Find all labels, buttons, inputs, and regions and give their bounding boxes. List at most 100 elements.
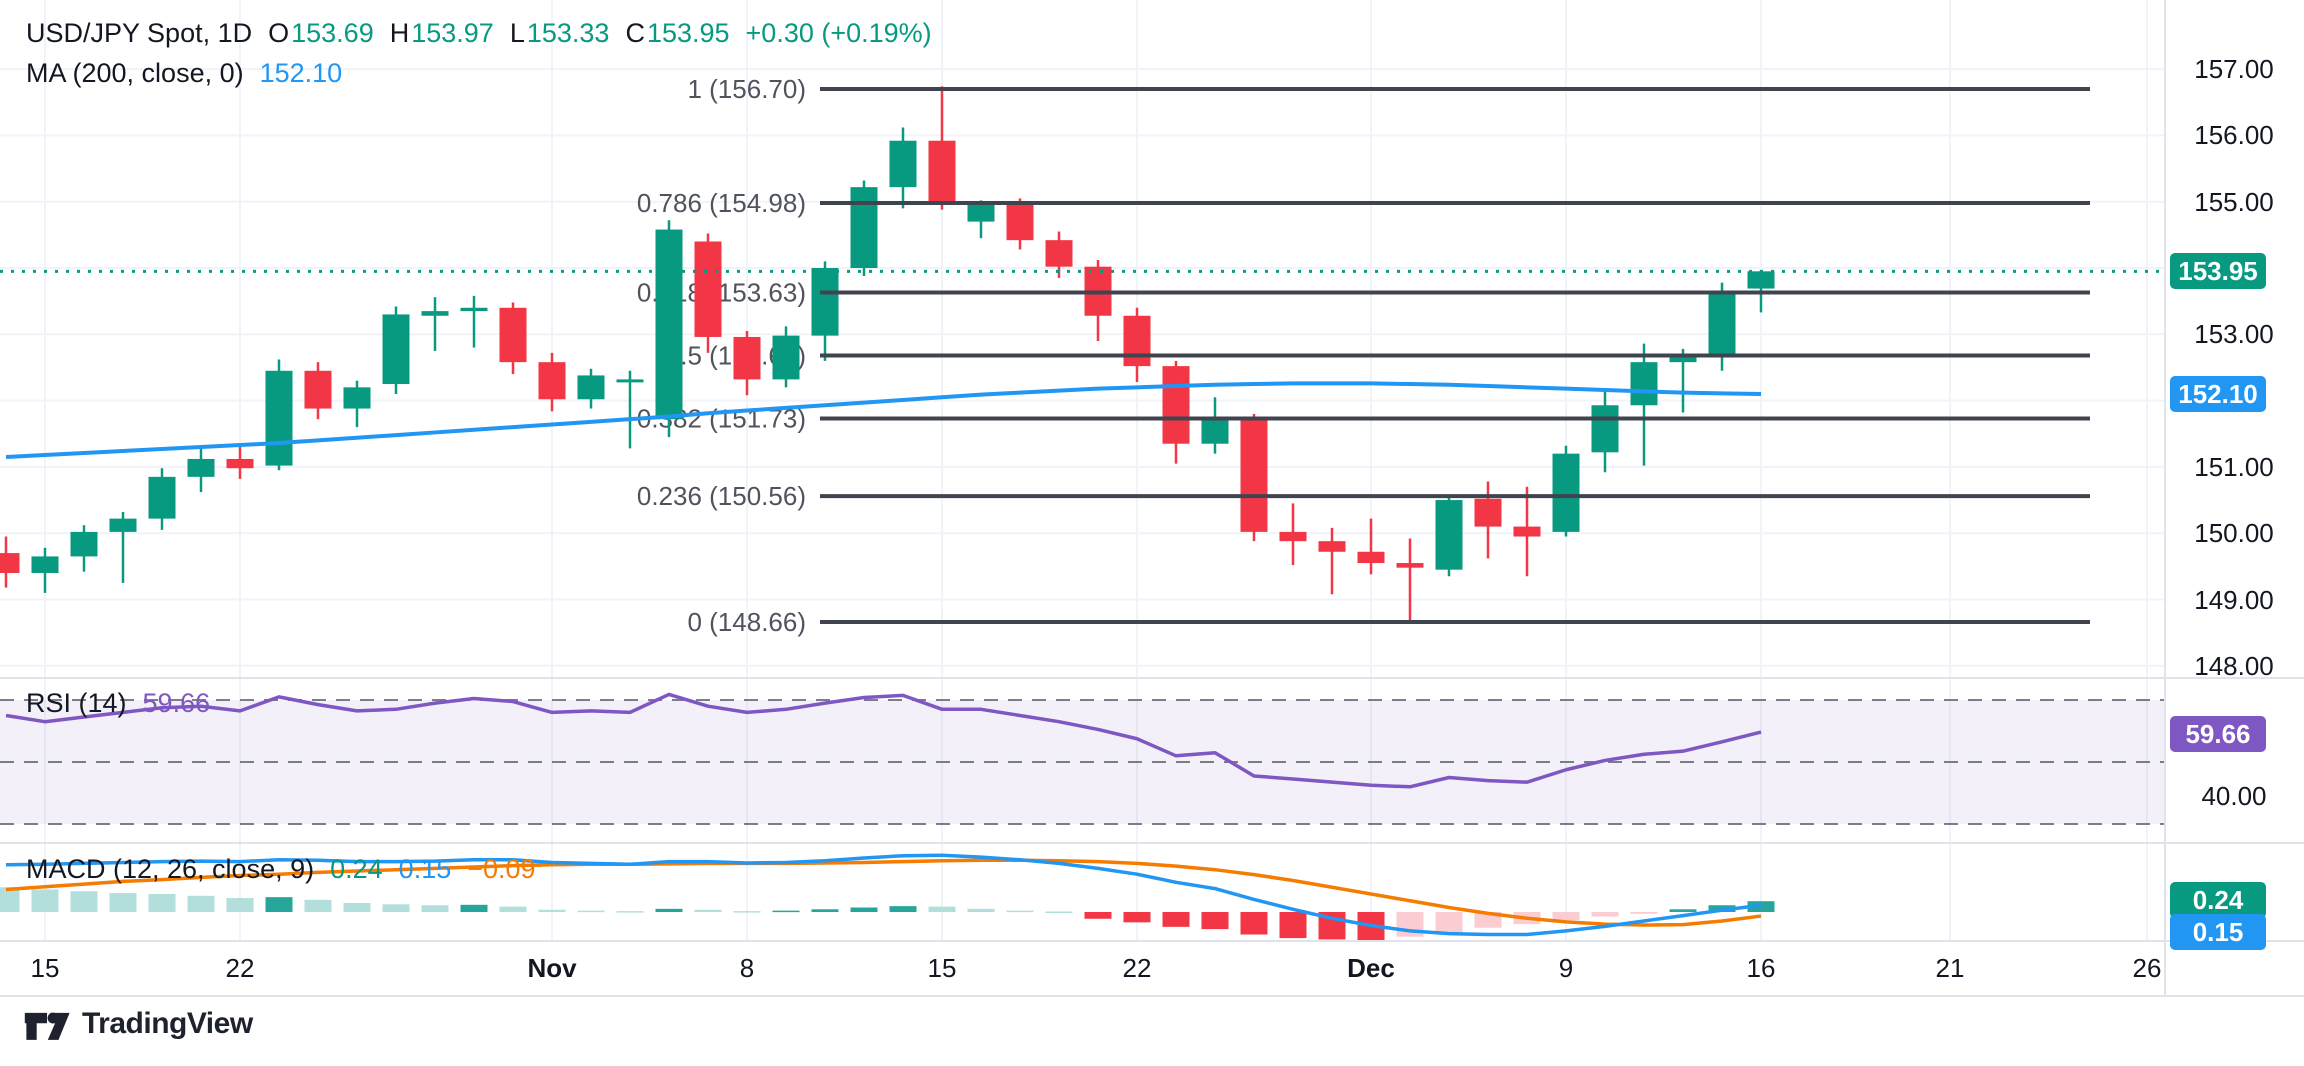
candle-body xyxy=(850,187,878,269)
macd-line-value: 0.15 xyxy=(398,854,452,884)
candle-body xyxy=(265,370,293,466)
candle-body xyxy=(655,229,683,420)
price-badge: 152.10 xyxy=(2170,376,2266,412)
macd-hist-bar xyxy=(772,910,800,913)
candle-body xyxy=(538,362,566,400)
candle-body xyxy=(889,140,917,188)
macd-hist-bar xyxy=(733,911,761,913)
macd-hist-bar xyxy=(967,908,995,912)
macd-histogram xyxy=(0,887,1775,941)
time-axis-label: Nov xyxy=(527,953,577,983)
candle-body xyxy=(421,311,449,316)
macd-hist-bar xyxy=(1591,912,1619,917)
fib-level-label: 0.786 (154.98) xyxy=(637,188,806,218)
fib-level-label: 0.236 (150.56) xyxy=(637,481,806,511)
candle-body xyxy=(70,531,98,557)
macd-indicator-title[interactable]: MACD (12, 26, close, 9) xyxy=(26,854,315,884)
price-axis-label: 151.00 xyxy=(2194,452,2274,482)
macd-hist-bar xyxy=(460,904,488,912)
ma-indicator-title[interactable]: MA (200, close, 0) xyxy=(26,58,244,88)
macd-hist-bar xyxy=(148,894,176,912)
candle-body xyxy=(460,307,488,312)
macd-hist-bar xyxy=(538,909,566,912)
macd-hist-bar xyxy=(1435,912,1463,933)
fib-retracement-lines[interactable] xyxy=(820,87,2090,625)
price-badge: 153.95 xyxy=(2170,253,2266,289)
macd-main-line[interactable] xyxy=(5,853,1762,937)
price-axis-label: 149.00 xyxy=(2194,585,2274,615)
candle-body xyxy=(1396,563,1424,568)
candle-body xyxy=(1357,551,1385,564)
symbol-title[interactable]: USD/JPY Spot, 1D xyxy=(26,18,253,48)
price-axis-label: 157.00 xyxy=(2194,54,2274,84)
time-axis-label: 22 xyxy=(1122,953,1152,983)
macd-hist-bar xyxy=(31,889,59,912)
price-axis-label: 153.00 xyxy=(2194,319,2274,349)
candle-body xyxy=(1006,204,1034,241)
brand-name[interactable]: TradingView xyxy=(82,1007,253,1040)
ohlc-low: L 153.33 xyxy=(509,18,610,48)
ma-value: 152.10 xyxy=(259,58,343,88)
macd-hist-bar xyxy=(1279,912,1307,939)
macd-hist-bar xyxy=(382,904,410,912)
ma-legend-row: MA (200, close, 0) 152.10 xyxy=(26,58,342,89)
macd-hist-bar xyxy=(811,909,839,912)
price-badge: 0.15 xyxy=(2170,914,2266,950)
candle-body xyxy=(1045,240,1073,267)
ohlc-close: C 153.95 xyxy=(625,18,730,48)
price-axis-label: 40.00 xyxy=(2201,781,2267,811)
macd-hist-bar xyxy=(499,906,527,912)
ma200-line[interactable] xyxy=(5,381,1762,459)
candle-body xyxy=(1240,419,1268,532)
candle-body xyxy=(1123,315,1151,367)
tradingview-logo-icon[interactable] xyxy=(24,1006,70,1042)
candle-body xyxy=(226,458,254,469)
candle-body xyxy=(0,553,20,573)
macd-signal-line[interactable] xyxy=(5,858,1762,927)
macd-hist-bar xyxy=(187,895,215,912)
macd-hist-bar xyxy=(1162,912,1190,927)
rsi-legend-row: RSI (14) 59.66 xyxy=(26,688,210,719)
macd-hist-bar xyxy=(343,903,371,912)
time-axis-label: 22 xyxy=(225,953,255,983)
candle-body xyxy=(772,335,800,380)
time-axis-label: 15 xyxy=(927,953,957,983)
price-badge: 0.24 xyxy=(2170,882,2266,918)
macd-legend-row: MACD (12, 26, close, 9) 0.24 0.15 −0.09 xyxy=(26,854,536,885)
macd-hist-bar xyxy=(889,906,917,912)
macd-hist-bar xyxy=(421,905,449,912)
candle-body xyxy=(577,375,605,400)
rsi-band xyxy=(0,699,2165,825)
macd-hist-bar xyxy=(1201,912,1229,930)
macd-hist-value: 0.24 xyxy=(330,854,383,884)
candle-body xyxy=(382,314,410,385)
candle-body xyxy=(1552,453,1580,532)
change-value: +0.30 (+0.19%) xyxy=(745,18,932,48)
candle-body xyxy=(967,204,995,222)
candle-body xyxy=(733,336,761,380)
macd-hist-bar xyxy=(1669,909,1697,912)
ohlc-open: O 153.69 xyxy=(268,18,374,48)
macd-hist-bar xyxy=(265,897,293,912)
macd-hist-bar xyxy=(1123,912,1151,923)
candle-body xyxy=(1279,531,1307,542)
macd-hist-bar xyxy=(1630,912,1658,914)
candle-body xyxy=(499,307,527,363)
candle-body xyxy=(811,268,839,336)
macd-signal-value: −0.09 xyxy=(467,854,536,884)
candle-body xyxy=(1747,271,1775,289)
price-badge: 59.66 xyxy=(2170,716,2266,752)
candlestick-series xyxy=(0,86,1775,621)
rsi-line[interactable] xyxy=(5,692,1762,789)
symbol-legend-row: USD/JPY Spot, 1D O 153.69 H 153.97 L 153.33… xyxy=(26,18,932,49)
macd-hist-bar xyxy=(1084,912,1112,919)
macd-hist-bar xyxy=(694,909,722,912)
candle-body xyxy=(616,379,644,383)
macd-hist-bar xyxy=(70,891,98,912)
rsi-indicator-title[interactable]: RSI (14) xyxy=(26,688,127,718)
time-axis-label: 9 xyxy=(1558,953,1574,983)
candle-body xyxy=(1474,498,1502,527)
candle-body xyxy=(31,556,59,573)
